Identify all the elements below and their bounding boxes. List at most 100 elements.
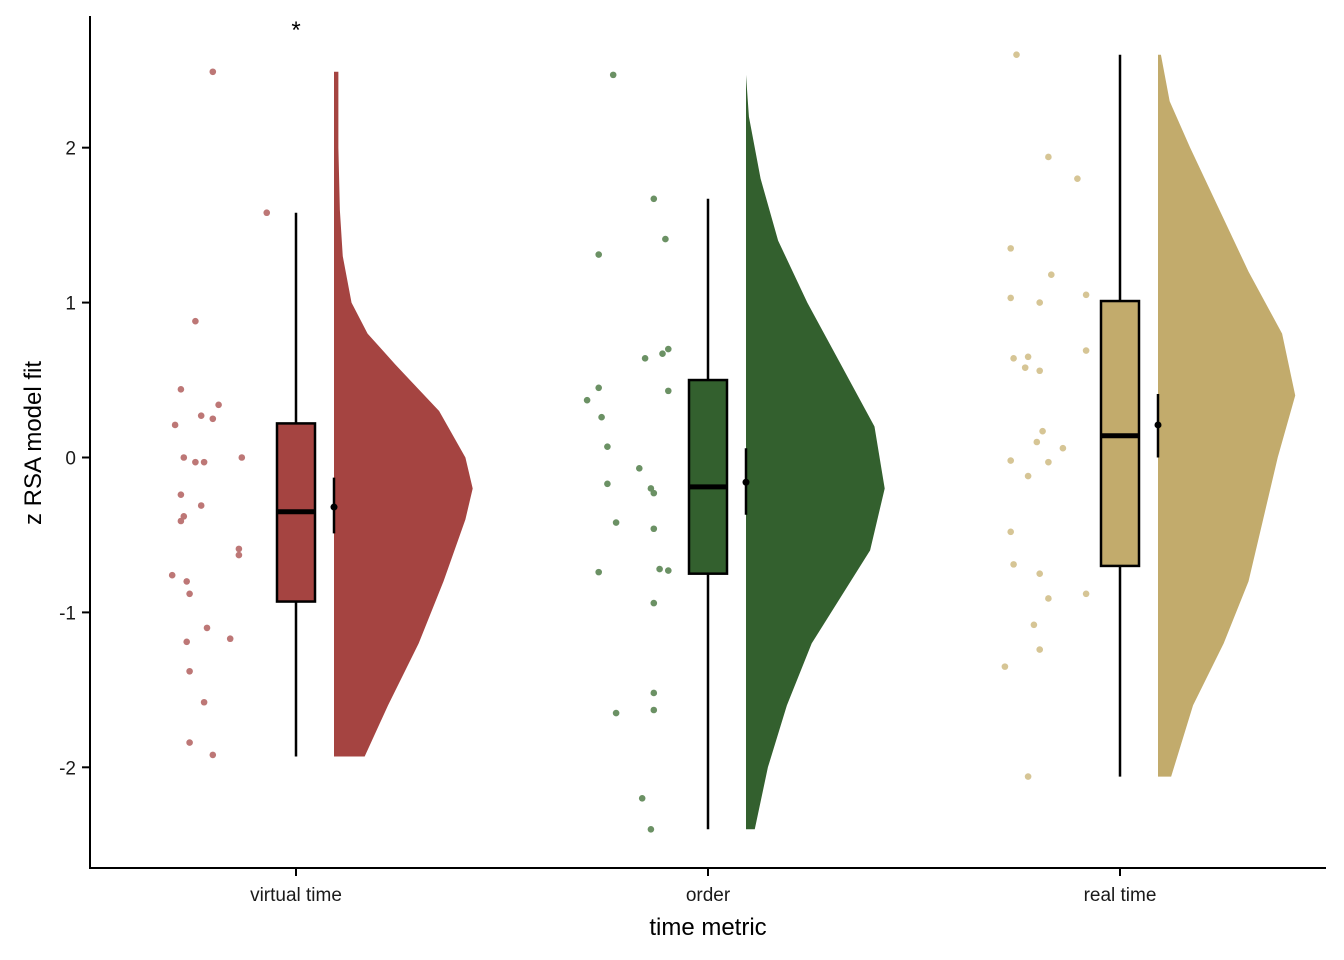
mean-ci-marks xyxy=(330,393,1162,534)
data-point-virtual-time xyxy=(197,412,205,419)
data-point-virtual-time xyxy=(215,401,222,409)
data-point-order xyxy=(650,689,658,697)
data-point-virtual-time xyxy=(183,578,190,585)
data-point-order xyxy=(650,489,658,497)
data-point-real-time xyxy=(1007,528,1014,536)
y-tick-label: 0 xyxy=(65,448,76,469)
data-point-real-time xyxy=(1045,595,1052,602)
data-point-real-time xyxy=(1082,590,1090,598)
data-point-virtual-time xyxy=(177,491,185,498)
data-point-virtual-time xyxy=(203,624,211,632)
data-point-order xyxy=(604,480,611,488)
data-point-virtual-time xyxy=(209,68,217,76)
data-point-real-time xyxy=(1010,355,1017,362)
density-cloud-real-time xyxy=(1158,54,1296,777)
data-point-virtual-time xyxy=(180,454,188,461)
data-point-order xyxy=(650,525,658,533)
data-point-virtual-time xyxy=(209,751,217,759)
x-tick-label: virtual time xyxy=(250,885,342,906)
data-point-virtual-time xyxy=(186,590,193,598)
data-point-real-time xyxy=(1007,245,1014,252)
data-point-virtual-time xyxy=(192,458,199,466)
y-tick-label: 1 xyxy=(65,294,76,315)
data-point-order xyxy=(650,599,658,607)
data-point-virtual-time xyxy=(186,739,193,746)
data-point-virtual-time xyxy=(168,571,176,579)
data-point-order xyxy=(659,350,666,358)
data-point-order xyxy=(595,568,602,576)
data-point-order xyxy=(641,355,649,362)
data-point-real-time xyxy=(1024,472,1032,480)
data-point-real-time xyxy=(1036,570,1043,577)
density-cloud-order xyxy=(746,74,885,830)
data-point-real-time xyxy=(1048,271,1055,278)
data-point-real-time xyxy=(1082,291,1090,299)
data-point-virtual-time xyxy=(209,415,217,423)
data-point-virtual-time xyxy=(235,551,243,559)
data-point-order xyxy=(609,71,617,79)
y-tick-label: -1 xyxy=(59,603,76,624)
data-point-order xyxy=(650,706,658,714)
density-clouds xyxy=(334,54,1296,830)
data-point-order xyxy=(595,251,602,258)
data-point-order xyxy=(604,443,611,450)
mean-point-virtual-time xyxy=(330,503,338,511)
significance-star-virtual-time: * xyxy=(291,17,300,44)
data-point-virtual-time xyxy=(177,517,185,525)
data-point-virtual-time xyxy=(197,502,205,509)
data-point-real-time xyxy=(1024,353,1032,361)
data-point-virtual-time xyxy=(263,209,271,217)
data-point-real-time xyxy=(1030,621,1038,629)
y-axis-ticks: -2 -1 0 1 2 xyxy=(59,139,90,779)
data-point-virtual-time xyxy=(235,545,243,553)
data-point-real-time xyxy=(1082,347,1090,354)
data-point-real-time xyxy=(1036,367,1043,375)
density-cloud-virtual-time xyxy=(334,71,473,757)
data-point-real-time xyxy=(1033,438,1041,446)
data-point-real-time xyxy=(1007,457,1014,464)
data-point-order xyxy=(638,794,646,802)
data-point-real-time xyxy=(1059,444,1067,452)
data-point-real-time xyxy=(1010,561,1017,568)
data-point-order xyxy=(647,825,655,833)
data-point-real-time xyxy=(1007,294,1014,302)
data-point-real-time xyxy=(1001,663,1009,670)
data-point-virtual-time xyxy=(200,698,208,706)
y-tick-label: -2 xyxy=(59,758,76,779)
y-tick-label: 2 xyxy=(65,139,76,160)
data-point-order xyxy=(595,384,602,392)
data-point-real-time xyxy=(1013,51,1020,59)
data-point-order xyxy=(665,345,672,353)
y-axis-title: z RSA model fit xyxy=(20,361,47,525)
data-point-order xyxy=(636,465,643,472)
data-point-order xyxy=(656,565,663,573)
box-order xyxy=(687,378,729,575)
data-point-real-time xyxy=(1024,773,1032,780)
x-tick-label: order xyxy=(686,885,731,906)
data-point-real-time xyxy=(1021,364,1029,371)
data-point-order xyxy=(665,567,672,574)
mean-point-order xyxy=(742,478,750,486)
data-point-real-time xyxy=(1036,299,1043,306)
data-point-order xyxy=(612,519,620,526)
data-point-virtual-time xyxy=(200,458,208,466)
data-point-virtual-time xyxy=(171,421,179,429)
data-point-real-time xyxy=(1045,153,1052,161)
jitter-points xyxy=(168,51,1090,833)
data-point-virtual-time xyxy=(177,386,185,393)
data-point-virtual-time xyxy=(183,638,190,646)
data-point-order xyxy=(650,195,658,203)
x-tick-label: real time xyxy=(1084,885,1157,906)
data-point-virtual-time xyxy=(192,317,199,325)
data-point-real-time xyxy=(1036,646,1043,653)
data-point-order xyxy=(612,709,620,717)
boxplots xyxy=(275,54,1141,830)
data-point-virtual-time xyxy=(186,667,193,675)
data-point-real-time xyxy=(1039,427,1046,435)
data-point-real-time xyxy=(1074,175,1081,182)
data-point-order xyxy=(583,396,591,404)
x-axis-ticks: virtual time order real time xyxy=(250,868,1156,906)
data-point-virtual-time xyxy=(226,635,234,643)
data-point-order xyxy=(598,413,605,421)
